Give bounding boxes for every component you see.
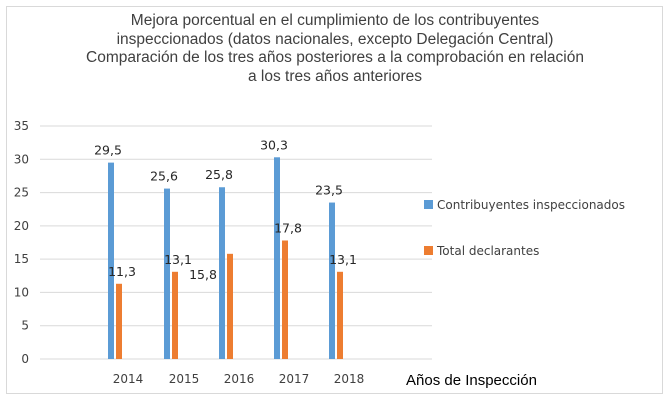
bar-contribuyentes-2018 <box>329 202 335 359</box>
legend-swatch <box>424 200 433 209</box>
data-label: 29,5 <box>94 143 122 158</box>
bar-declarantes-2016 <box>227 253 233 359</box>
bar-declarantes-2017 <box>282 240 288 359</box>
x-axis-ticks: 2014 2015 2016 2017 2018 <box>113 372 365 386</box>
legend-label: Total declarantes <box>436 244 539 258</box>
data-label: 11,3 <box>108 264 136 279</box>
x-tick-label: 2017 <box>279 372 310 386</box>
bar-contribuyentes-2015 <box>164 188 170 359</box>
gridlines <box>40 125 432 360</box>
data-label: 13,1 <box>329 252 357 267</box>
bar-contribuyentes-2014 <box>108 162 114 359</box>
title-line-2: inspeccionados (datos nacionales, except… <box>116 30 554 48</box>
legend-swatch <box>424 246 433 255</box>
title-line-3: Comparación de los tres años posteriores… <box>86 49 584 66</box>
title-line-4: a los tres años anteriores <box>247 67 423 85</box>
y-tick-label: 15 <box>14 252 29 266</box>
y-tick-label: 30 <box>14 152 29 166</box>
title-line-1: Mejora porcentual en el cumplimiento de … <box>130 12 540 29</box>
y-tick-label: 10 <box>14 285 29 299</box>
y-axis-ticks: 0 5 10 15 20 25 30 35 <box>14 119 29 366</box>
bar-contribuyentes-2016 <box>219 187 225 359</box>
data-labels: 29,5 11,3 25,6 13,1 25,8 15,8 30,3 17,8 23,5 13,1 <box>94 137 357 282</box>
bar-declarantes-2018 <box>337 271 343 359</box>
y-tick-label: 0 <box>21 352 29 366</box>
data-label: 25,8 <box>205 167 233 182</box>
data-label: 15,8 <box>189 267 217 282</box>
bar-contribuyentes-2017 <box>274 157 280 359</box>
chart-title: Mejora porcentual en el cumplimiento de … <box>0 12 670 86</box>
bar-declarantes-2014 <box>116 283 122 359</box>
x-tick-label: 2018 <box>334 372 365 386</box>
bar-declarantes-2015 <box>172 271 178 359</box>
data-label: 17,8 <box>274 221 302 236</box>
x-tick-label: 2016 <box>224 372 255 386</box>
x-tick-label: 2014 <box>113 372 144 386</box>
bars <box>108 157 343 359</box>
y-tick-label: 35 <box>14 119 29 133</box>
y-tick-label: 5 <box>21 319 29 333</box>
data-label: 25,6 <box>150 169 178 184</box>
x-tick-label: 2015 <box>169 372 200 386</box>
x-axis-title: Años de Inspección <box>403 372 540 389</box>
data-label: 23,5 <box>315 183 343 198</box>
data-label: 13,1 <box>164 252 192 267</box>
data-label: 30,3 <box>260 137 288 152</box>
legend-label: Contribuyentes inspeccionados <box>437 198 625 212</box>
y-tick-label: 20 <box>14 219 29 233</box>
y-tick-label: 25 <box>14 186 29 200</box>
legend: Contribuyentes inspeccionados Total decla… <box>424 198 625 258</box>
